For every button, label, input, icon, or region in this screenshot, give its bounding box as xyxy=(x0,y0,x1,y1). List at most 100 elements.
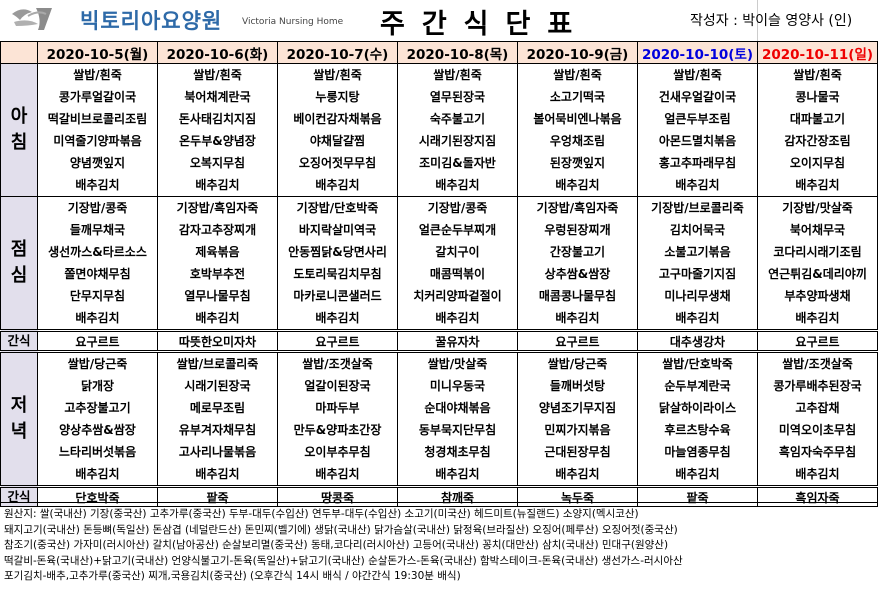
divider xyxy=(757,0,758,41)
menu-item: 기장밥/맛살죽 xyxy=(782,201,853,215)
menu-item: 누룽지탕 xyxy=(315,90,360,104)
menu-item: 야채달걀찜 xyxy=(309,134,366,148)
menu-item: 쌀밥/흰죽 xyxy=(73,68,122,82)
menu-item: 배추김치 xyxy=(555,467,600,481)
date-header: 2020-10-6(화) xyxy=(157,41,278,64)
menu-item: 기장밥/브로콜리죽 xyxy=(651,201,744,215)
menu-item: 배추김치 xyxy=(195,467,240,481)
menu-item: 미역줄기양파볶음 xyxy=(53,134,142,148)
snack-cell: 흑임자죽 xyxy=(757,485,878,507)
menu-item: 마늘염종무침 xyxy=(664,445,731,459)
menu-item: 기장밥/단호박죽 xyxy=(296,201,379,215)
menu-item: 쌀밥/조갯살죽 xyxy=(782,357,853,371)
menu-item: 배추김치 xyxy=(435,311,480,325)
menu-item: 양념깻잎지 xyxy=(69,156,126,170)
menu-item: 배추김치 xyxy=(795,311,840,325)
weekly-menu-table: 2020-10-5(월) 2020-10-6(화) 2020-10-7(수) 2020… xyxy=(0,41,878,507)
dinner-cell: 쌀밥/당근죽 닭개장 고추장불고기 양상추쌈&쌈장 느타리버섯볶음 배추김치 xyxy=(37,350,158,487)
snack-cell: 요구르트 xyxy=(37,329,158,352)
breakfast-cell: 쌀밥/흰죽 북어채계란국 돈사태김치지짐 온두부&양념장 오복지무침 배추김치 xyxy=(157,63,278,197)
menu-item: 쌀밥/흰죽 xyxy=(793,68,842,82)
menu-item: 고추장불고기 xyxy=(64,401,131,415)
menu-item: 미역오이초무침 xyxy=(778,423,857,437)
snack-cell: 녹두죽 xyxy=(517,485,638,507)
lunch-row: 점 심 기장밥/콩죽 들깨무채국 생선까스&타르소스 쫄면야채무침 단무지무침 배추김치 기장밥… xyxy=(0,196,878,331)
menu-item: 조미김&돌자반 xyxy=(419,156,496,170)
menu-item: 매콤콩나물무침 xyxy=(538,289,617,303)
menu-item: 안동찜닭&당면사리 xyxy=(288,245,387,259)
menu-item: 미나리무생채 xyxy=(664,289,731,303)
breakfast-cell: 쌀밥/흰죽 소고기떡국 볼어묵비엔나볶음 우엉채조림 된장깻잎지 배추김치 xyxy=(517,63,638,197)
menu-item: 열무나물무침 xyxy=(184,289,251,303)
dinner-cell: 쌀밥/당근죽 들깨버섯탕 양념조기무지짐 민찌가지볶음 근대된장무침 배추김치 xyxy=(517,350,638,487)
menu-item: 도토리묵김치무침 xyxy=(293,267,382,281)
menu-item: 소고기떡국 xyxy=(549,90,606,104)
menu-item: 배추김치 xyxy=(795,178,840,192)
dinner-row: 저 녁 쌀밥/당근죽 닭개장 고추장불고기 양상추쌈&쌈장 느타리버섯볶음 배추김치 쌀밥/브로… xyxy=(0,350,878,487)
menu-item: 쌀밥/맛살죽 xyxy=(427,357,488,371)
snack-cell: 참깨죽 xyxy=(397,485,518,507)
menu-item: 떡갈비브로콜리조림 xyxy=(47,112,148,126)
menu-item: 우렁된장찌개 xyxy=(544,223,611,237)
lunch-label-char: 점 xyxy=(10,239,28,260)
breakfast-cell: 쌀밥/흰죽 누룽지탕 베이컨감자채볶음 야채달걀찜 오징어젓무무침 배추김치 xyxy=(277,63,398,197)
menu-item: 쌀밥/당근죽 xyxy=(547,357,608,371)
menu-item: 제육볶음 xyxy=(195,245,240,259)
menu-item: 배추김치 xyxy=(315,178,360,192)
lunch-cell: 기장밥/흑임자죽 감자고추장찌개 제육볶음 호박부추전 열무나물무침 배추김치 xyxy=(157,196,278,331)
dinner-label-char: 저 xyxy=(10,395,28,416)
snack-label: 간식 xyxy=(0,485,38,507)
menu-item: 연근튀김&데리야끼 xyxy=(768,267,867,281)
menu-item: 배추김치 xyxy=(795,467,840,481)
lunch-cell: 기장밥/흑임자죽 우렁된장찌개 간장불고기 상추쌈&쌈장 매콤콩나물무침 배추김치 xyxy=(517,196,638,331)
menu-item: 시래기된장국 xyxy=(184,379,251,393)
menu-item: 바지락살미역국 xyxy=(298,223,377,237)
menu-item: 감자간장조림 xyxy=(784,134,851,148)
menu-item: 베이컨감자채볶음 xyxy=(293,112,382,126)
menu-item: 숙주불고기 xyxy=(429,112,486,126)
snack-cell: 대추생강차 xyxy=(637,329,758,352)
menu-item: 코다리시래기조림 xyxy=(773,245,862,259)
divider xyxy=(0,502,878,505)
snack-row: 간식 요구르트 따뜻한오미자차 요구르트 꿀유자차 요구르트 대추생강차 요구르트 xyxy=(0,329,878,352)
date-row: 2020-10-5(월) 2020-10-6(화) 2020-10-7(수) 2020… xyxy=(0,41,878,64)
dinner-cell: 쌀밥/단호박죽 순두부계란국 닭살하이라이스 후르츠탕수육 마늘염종무침 배추김치 xyxy=(637,350,758,487)
lunch-label-char: 심 xyxy=(10,265,28,286)
snack-cell: 꿀유자차 xyxy=(397,329,518,352)
menu-item: 흑임자숙주무침 xyxy=(778,445,857,459)
origin-line: 포기김치-배추,고추가루(중국산) 찌개,국용김치(중국산) (오후간식 14시… xyxy=(4,570,461,582)
menu-item: 얼큰두부조림 xyxy=(664,112,731,126)
menu-item: 고추잡채 xyxy=(795,401,840,415)
menu-item: 순두부계란국 xyxy=(664,379,731,393)
menu-item: 후르츠탕수육 xyxy=(664,423,731,437)
origin-line: 돼지고기(국내산) 돈등뼈(독일산) 돈삼겹 (네덜란드산) 돈민찌(벨기에) … xyxy=(4,523,678,536)
snack-cell: 따뜻한오미자차 xyxy=(157,329,278,352)
breakfast-label-char: 아 xyxy=(10,106,28,127)
menu-item: 쌀밥/당근죽 xyxy=(67,357,128,371)
menu-item: 배추김치 xyxy=(315,311,360,325)
date-header: 2020-10-7(수) xyxy=(277,41,398,64)
breakfast-cell: 쌀밥/흰죽 건새우얼갈이국 얼큰두부조림 아몬드멸치볶음 홍고추파래무침 배추김치 xyxy=(637,63,758,197)
snack-cell: 요구르트 xyxy=(517,329,638,352)
menu-item: 닭살하이라이스 xyxy=(658,401,737,415)
menu-item: 건새우얼갈이국 xyxy=(658,90,737,104)
menu-item: 쫄면야채무침 xyxy=(64,267,131,281)
brand-name: 빅토리아요양원 xyxy=(80,9,223,33)
menu-item: 배추김치 xyxy=(435,178,480,192)
lunch-cell: 기장밥/단호박죽 바지락살미역국 안동찜닭&당면사리 도토리묵김치무침 마카로니콘샐러드… xyxy=(277,196,398,331)
menu-item: 들깨버섯탕 xyxy=(549,379,606,393)
menu-item: 청경채초무침 xyxy=(424,445,491,459)
dinner-label-char: 녁 xyxy=(10,421,28,442)
menu-item: 대파불고기 xyxy=(789,112,846,126)
menu-item: 닭개장 xyxy=(80,379,115,393)
menu-item: 근대된장무침 xyxy=(544,445,611,459)
menu-item: 시래기된장지짐 xyxy=(418,134,497,148)
menu-item: 온두부&양념장 xyxy=(179,134,256,148)
dinner-cell: 쌀밥/조갯살죽 콩가루배추된장국 고추잡채 미역오이초무침 흑임자숙주무침 배추김치 xyxy=(757,350,878,487)
menu-item: 된장깻잎지 xyxy=(549,156,606,170)
menu-item: 만두&양파초간장 xyxy=(293,423,382,437)
menu-item: 동부묵지단무침 xyxy=(418,423,497,437)
author: 작성자 : 박이슬 영양사 (인) xyxy=(690,13,853,29)
menu-item: 오징어젓무무침 xyxy=(298,156,377,170)
